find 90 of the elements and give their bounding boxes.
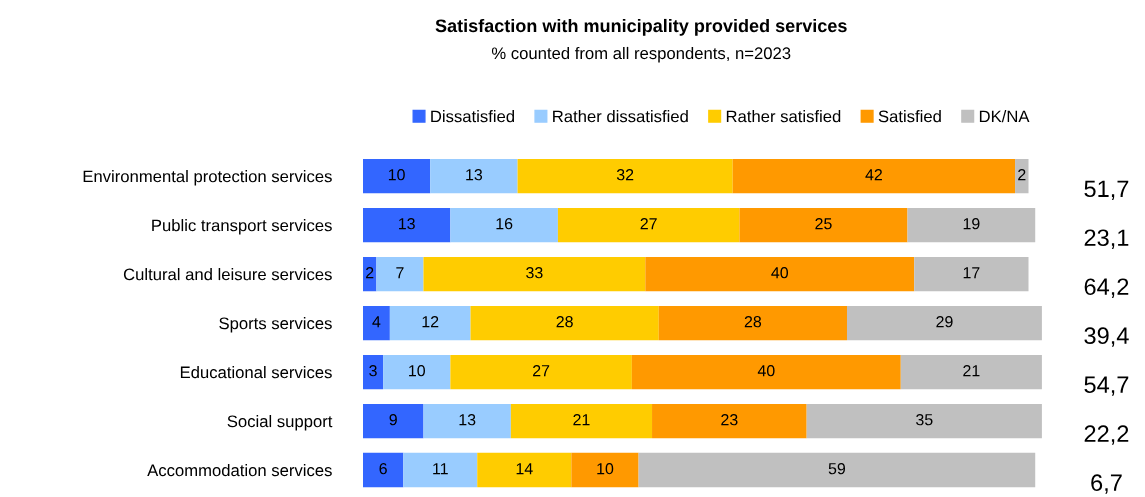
bar — [510, 403, 653, 439]
legend-label: Rather dissatisfied — [553, 110, 688, 123]
legend-label: Rather satisfied — [726, 110, 841, 123]
data-label: 10 — [409, 365, 426, 377]
y-tick-label: Cultural and leisure services — [123, 268, 332, 281]
data-label: 35 — [916, 414, 933, 426]
bar — [571, 452, 639, 488]
data-label: 17 — [963, 267, 980, 279]
data-label: 7 — [396, 267, 404, 279]
y-tick-label: Public transport services — [152, 219, 332, 235]
bar — [362, 403, 424, 439]
data-label: 16 — [496, 218, 513, 230]
bar — [900, 354, 1042, 390]
bar — [907, 207, 1036, 243]
data-label: 13 — [466, 169, 483, 181]
bar — [652, 403, 807, 439]
bar — [389, 305, 471, 341]
legend-label: Satisfied — [878, 110, 941, 123]
bar — [362, 158, 431, 194]
bar — [423, 256, 646, 292]
text: 54,7 — [1084, 376, 1129, 396]
bar — [450, 207, 558, 243]
chart-subtitle: % counted from all respondents, n=2023 — [491, 46, 791, 63]
data-label: 28 — [556, 316, 573, 328]
data-label: 21 — [573, 414, 590, 426]
text: 64,2 — [1084, 278, 1129, 298]
y-tick-label: Social support — [227, 414, 333, 431]
data-label: 11 — [433, 463, 448, 475]
data-label: 28 — [744, 316, 762, 328]
bar — [423, 403, 511, 439]
data-label: 21 — [963, 365, 980, 377]
data-label: 12 — [422, 316, 439, 328]
bar — [376, 256, 424, 292]
y-tick-label: Accommodation services — [147, 463, 332, 477]
bar — [638, 452, 1036, 488]
bar — [846, 305, 1042, 341]
bar — [732, 158, 1016, 194]
data-label: 2 — [1018, 169, 1026, 181]
legend-label: DK/NA — [979, 110, 1030, 123]
data-label: 3 — [369, 365, 377, 377]
y-tick-label: Educational services — [180, 366, 332, 379]
bar — [430, 158, 518, 194]
y-tick-label: Environmental protection services — [83, 170, 332, 186]
data-label: 13 — [399, 218, 415, 230]
data-label: 33 — [526, 267, 543, 279]
bar — [450, 354, 632, 390]
bar — [470, 305, 659, 341]
bar — [362, 207, 451, 243]
bar — [517, 158, 733, 194]
data-label: 40 — [757, 365, 775, 377]
data-label: 14 — [516, 463, 533, 475]
bar — [1015, 158, 1029, 194]
data-label: 10 — [388, 169, 405, 181]
legend-label: Dissatisfied — [431, 110, 515, 123]
text: 23,1 — [1084, 229, 1129, 249]
bar — [739, 207, 908, 243]
data-label: 29 — [936, 316, 953, 328]
bar — [631, 354, 901, 390]
bar — [383, 354, 451, 390]
data-label: 4 — [372, 316, 381, 328]
data-label: 59 — [828, 463, 846, 475]
data-label: 42 — [865, 169, 882, 181]
bar — [362, 305, 390, 341]
bar — [645, 256, 915, 292]
data-label: 25 — [815, 218, 832, 230]
bar — [362, 354, 384, 390]
data-label: 6 — [379, 463, 387, 475]
bar — [557, 207, 740, 243]
chart-title: Satisfaction with municipality provided services — [435, 18, 847, 36]
text: 51,7 — [1084, 180, 1129, 200]
bar — [477, 452, 572, 488]
data-label: 2 — [366, 267, 374, 279]
bar — [914, 256, 1029, 292]
text: 22,2 — [1084, 425, 1129, 445]
bar — [403, 452, 478, 488]
data-label: 13 — [459, 414, 476, 426]
data-label: 32 — [616, 169, 634, 181]
data-label: 27 — [533, 365, 550, 377]
data-label: 27 — [640, 218, 657, 230]
y-tick-label: Sports services — [219, 317, 332, 333]
data-label: 23 — [721, 414, 738, 426]
data-label: 19 — [963, 218, 980, 230]
text: 39,4 — [1084, 327, 1129, 347]
bar — [362, 452, 404, 488]
bar — [806, 403, 1042, 439]
bar — [658, 305, 847, 341]
data-label: 10 — [597, 463, 614, 475]
data-label: 9 — [389, 414, 397, 426]
data-label: 40 — [771, 267, 789, 279]
text: 6,7 — [1091, 474, 1122, 494]
